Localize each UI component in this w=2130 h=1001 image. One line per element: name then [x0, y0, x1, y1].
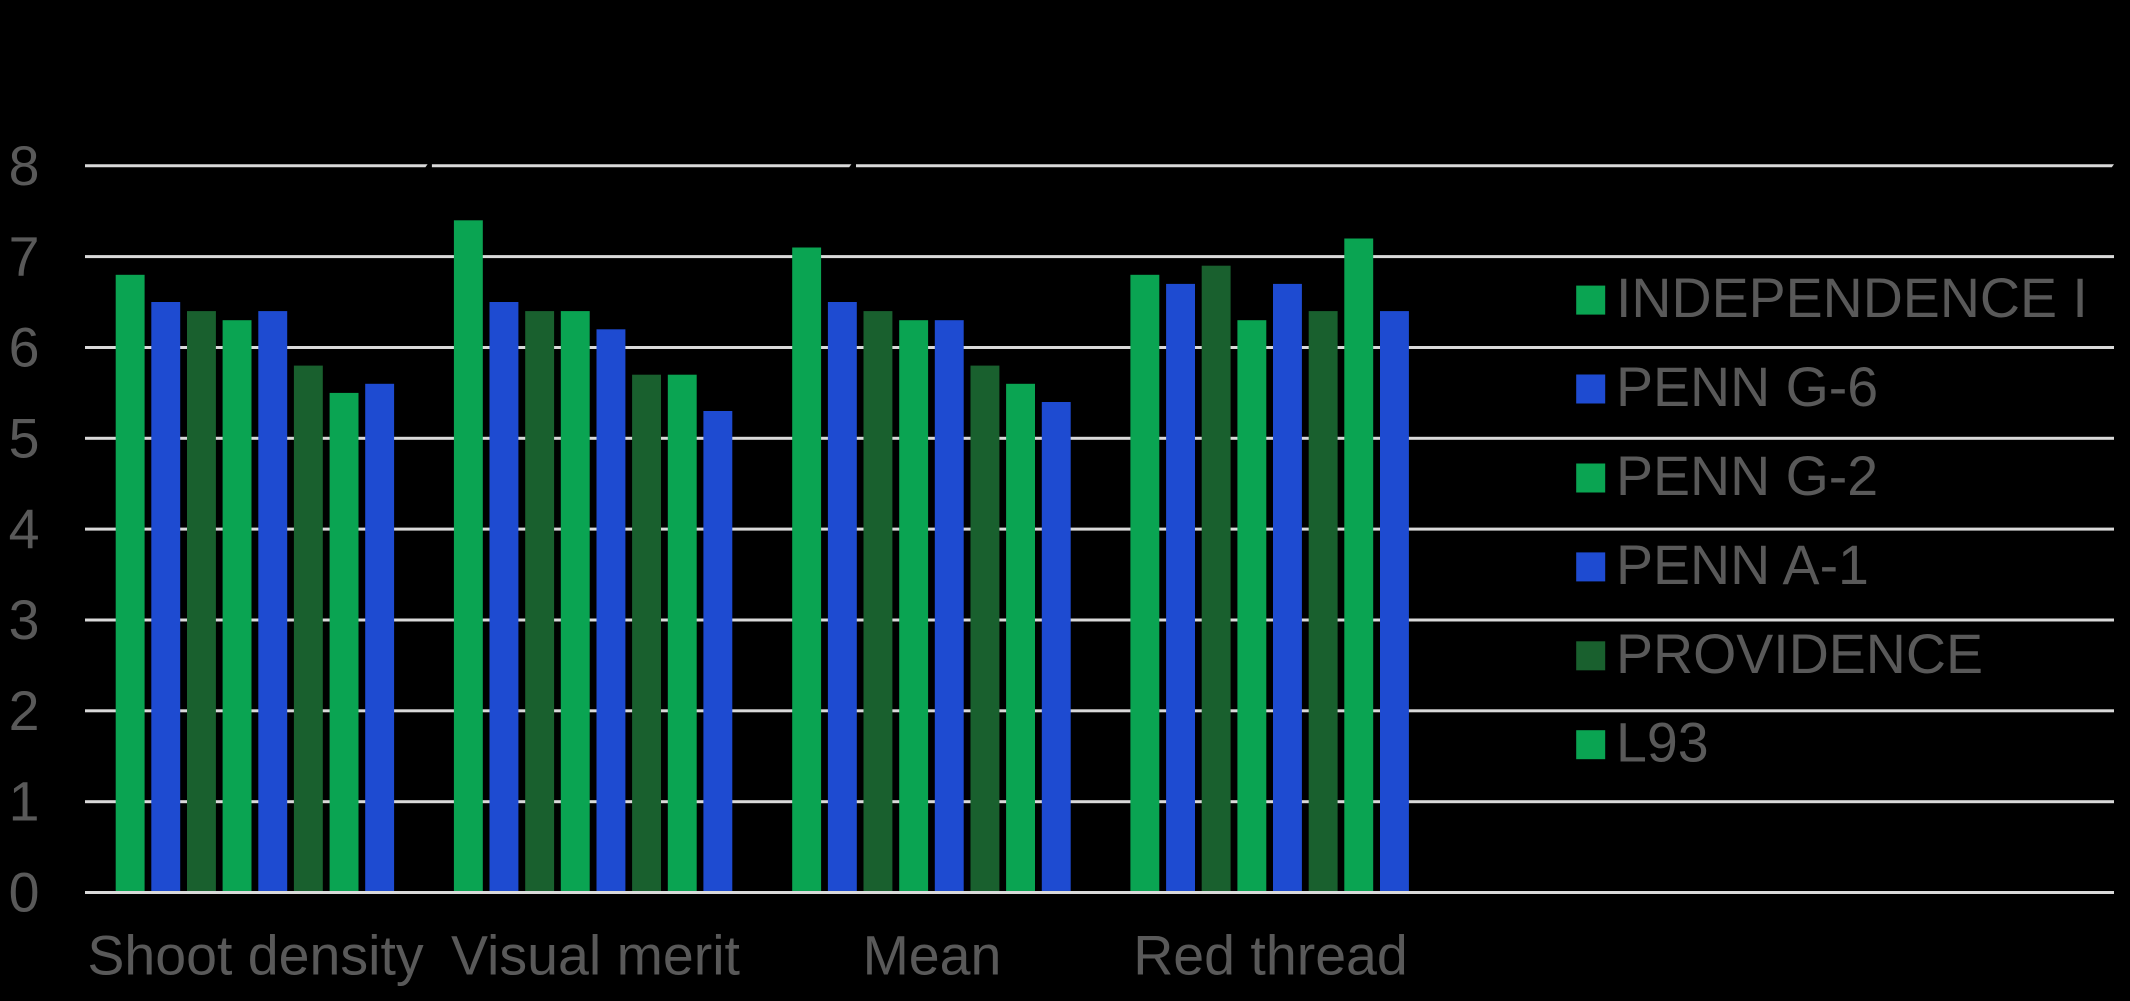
svg-text:Mean: Mean: [863, 925, 1002, 987]
svg-text:Shoot density: Shoot density: [87, 925, 424, 987]
svg-text:6: 6: [9, 317, 40, 379]
svg-text:L93: L93: [1616, 712, 1709, 774]
svg-text:Red thread: Red thread: [1133, 925, 1408, 987]
svg-text:8: 8: [9, 135, 40, 197]
svg-text:7: 7: [9, 226, 40, 288]
svg-text:4: 4: [9, 498, 40, 560]
svg-text:PROVIDENCE: PROVIDENCE: [1616, 623, 1983, 685]
svg-text:3: 3: [9, 589, 40, 651]
svg-text:PENN G-2: PENN G-2: [1616, 445, 1878, 507]
svg-text:INDEPENDENCE I: INDEPENDENCE I: [1616, 267, 2088, 329]
svg-text:2: 2: [9, 680, 40, 742]
svg-text:Visual merit: Visual merit: [451, 925, 740, 987]
svg-text:PENN A-1: PENN A-1: [1616, 534, 1869, 596]
svg-text:5: 5: [9, 407, 40, 469]
svg-text:1: 1: [9, 771, 40, 833]
svg-text:PENN G-6: PENN G-6: [1616, 356, 1878, 418]
svg-text:0: 0: [9, 862, 40, 924]
